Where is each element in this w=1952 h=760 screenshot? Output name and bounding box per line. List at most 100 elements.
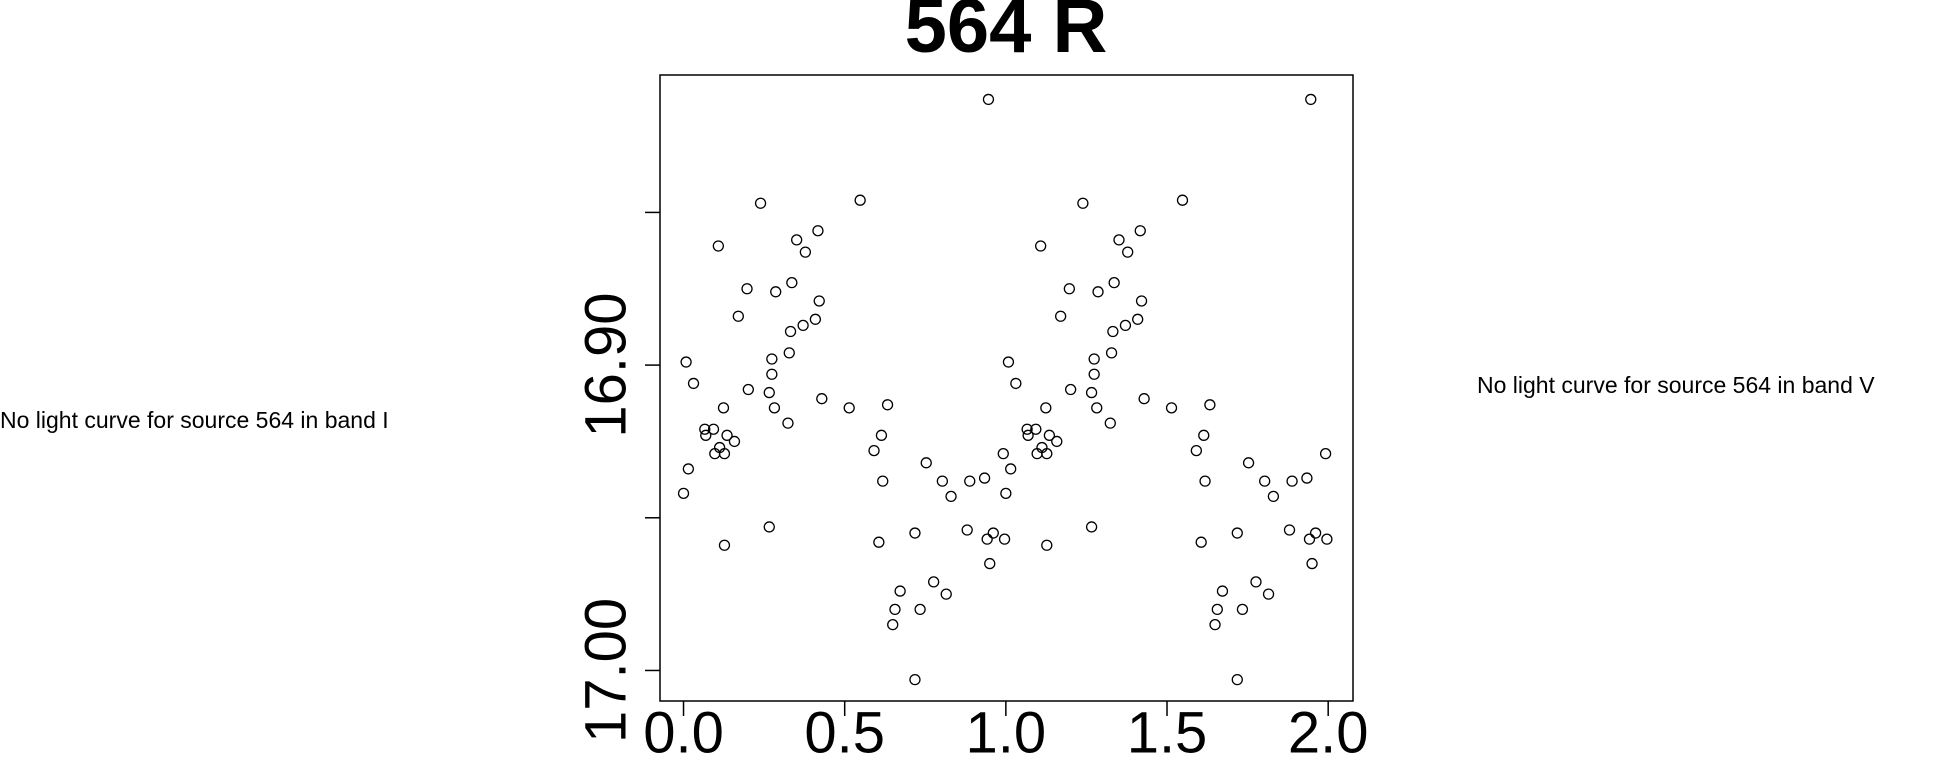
point — [1022, 429, 1034, 441]
point — [770, 286, 782, 298]
point — [940, 588, 952, 600]
x-tick-label: 0.0 — [643, 700, 724, 760]
point — [964, 475, 976, 487]
point — [1108, 276, 1120, 289]
point — [754, 197, 767, 209]
point — [1030, 423, 1042, 435]
point — [1088, 353, 1100, 365]
point — [920, 457, 932, 469]
point — [1043, 429, 1056, 441]
point — [718, 539, 731, 551]
point — [1283, 524, 1296, 536]
x-tick-label: 0.5 — [804, 700, 885, 760]
point — [1259, 475, 1271, 487]
point — [854, 194, 866, 206]
point — [1286, 475, 1298, 487]
point — [945, 490, 957, 503]
point — [707, 423, 720, 435]
point — [1107, 325, 1119, 338]
point — [978, 472, 991, 484]
point — [1021, 423, 1033, 435]
point — [928, 576, 940, 588]
point — [1209, 619, 1221, 631]
point — [1165, 402, 1178, 414]
point — [868, 444, 880, 457]
y-tick-label: 17.00 — [573, 598, 638, 743]
point — [1135, 295, 1148, 307]
point — [1092, 286, 1104, 298]
right-note: No light curve for source 564 in band V — [1477, 372, 1875, 398]
point — [728, 435, 741, 448]
point — [1309, 527, 1322, 539]
point — [680, 356, 692, 368]
point — [700, 429, 712, 441]
point — [1321, 533, 1333, 545]
point — [1176, 194, 1189, 206]
point — [1035, 240, 1047, 252]
point — [1319, 448, 1332, 460]
point — [797, 319, 809, 332]
point — [1199, 475, 1211, 487]
point — [1064, 383, 1077, 396]
point — [1305, 93, 1317, 106]
point — [894, 585, 906, 597]
point — [936, 475, 949, 487]
point — [1000, 487, 1012, 500]
point — [732, 310, 744, 322]
point — [1267, 490, 1280, 503]
point — [873, 536, 885, 548]
point — [687, 377, 700, 390]
point — [843, 402, 855, 414]
point — [909, 673, 921, 686]
point — [1085, 521, 1098, 533]
point — [763, 521, 775, 533]
point — [1242, 457, 1255, 469]
point — [1134, 225, 1146, 237]
point — [1104, 417, 1116, 429]
point — [1091, 402, 1103, 414]
point — [984, 557, 996, 570]
point — [1005, 463, 1017, 475]
point — [782, 417, 794, 429]
point — [997, 448, 1009, 460]
point — [742, 383, 754, 396]
plot-frame — [659, 74, 1354, 702]
point — [682, 463, 695, 475]
point — [1041, 539, 1053, 551]
point — [1113, 234, 1125, 246]
point — [1204, 399, 1216, 411]
point — [721, 429, 733, 441]
point — [1085, 386, 1098, 399]
point — [1236, 603, 1249, 616]
point — [887, 619, 899, 631]
point — [717, 402, 730, 414]
point — [783, 347, 795, 359]
point — [877, 475, 889, 487]
x-tick-label: 1.5 — [1127, 700, 1208, 760]
point — [1231, 673, 1243, 686]
x-tick-label: 2.0 — [1288, 700, 1369, 760]
y-tick-label: 16.90 — [573, 293, 638, 438]
point — [791, 234, 803, 246]
point — [809, 313, 822, 325]
point — [1301, 472, 1313, 484]
point — [881, 399, 894, 411]
point — [909, 527, 921, 539]
point — [741, 283, 753, 295]
point — [1138, 393, 1150, 405]
point — [699, 423, 711, 435]
point — [766, 353, 778, 365]
point — [766, 368, 778, 380]
point — [998, 533, 1011, 545]
point — [1306, 557, 1318, 570]
point — [1122, 246, 1134, 258]
point — [763, 386, 775, 399]
point — [799, 246, 812, 258]
point — [1216, 585, 1229, 597]
chart-title: 564 R — [905, 0, 1108, 69]
point — [718, 448, 731, 460]
point — [784, 325, 797, 338]
point — [987, 527, 999, 539]
